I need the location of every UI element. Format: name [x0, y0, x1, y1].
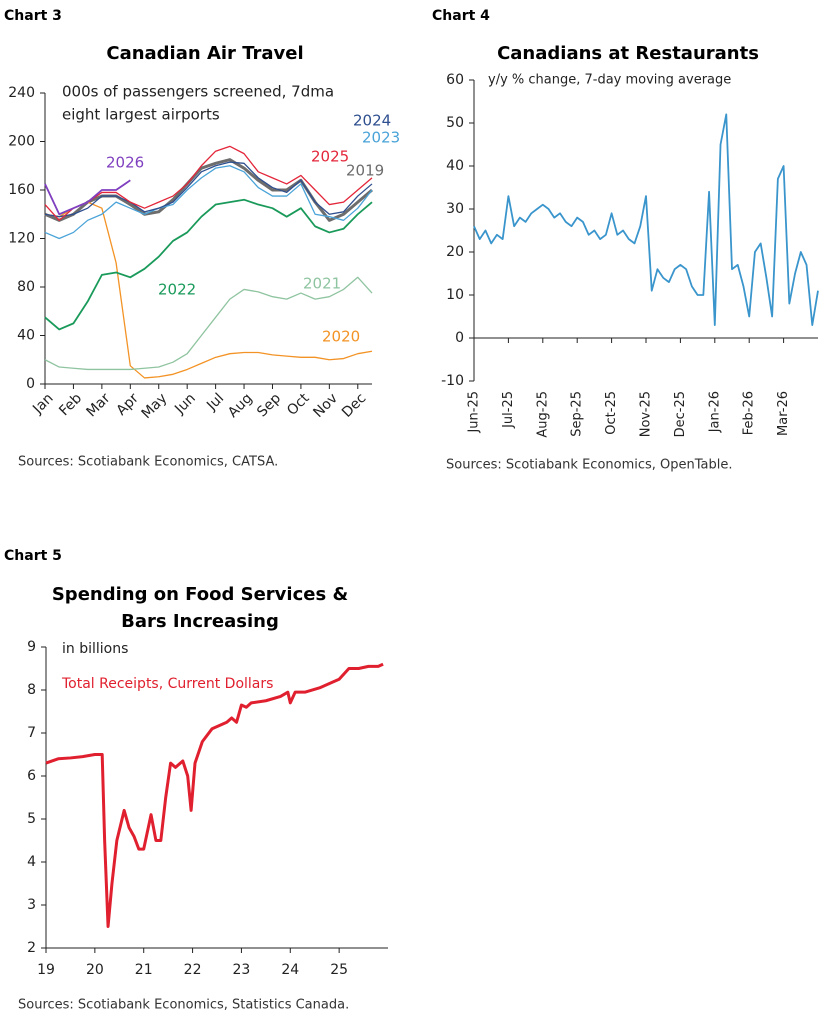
x-tick-label: 24: [281, 962, 299, 978]
y-tick-label: 30: [446, 201, 464, 217]
x-tick-label: Mar-26: [776, 391, 791, 436]
series-line: [44, 158, 373, 222]
x-tick-label: Oct: [284, 390, 313, 419]
x-tick-label: Oct-25: [604, 391, 619, 435]
legend-label: 2020: [322, 328, 360, 346]
chart-title: Bars Increasing: [121, 611, 279, 632]
annotation: Total Receipts, Current Dollars: [61, 676, 273, 692]
x-tick-label: 22: [184, 962, 202, 978]
chart-label: Chart 3: [4, 8, 62, 24]
x-tick-label: Feb-26: [742, 391, 757, 435]
x-tick-label: Nov-25: [639, 391, 654, 437]
y-tick-label: 9: [27, 639, 36, 655]
y-tick-label: -10: [441, 373, 464, 389]
source: Sources: Scotiabank Economics, Statistic…: [18, 998, 349, 1013]
series-line: [44, 161, 373, 218]
y-tick-label: 120: [8, 231, 35, 247]
y-tick-label: 20: [446, 244, 464, 260]
y-tick-label: 50: [446, 115, 464, 131]
x-tick-label: 23: [233, 962, 251, 978]
legend-label: 2024: [353, 112, 391, 130]
series-line: [44, 201, 373, 379]
series-line: [44, 198, 373, 331]
x-tick-label: Sep: [254, 390, 284, 420]
x-tick-label: Dec-25: [673, 391, 688, 437]
series-line: [473, 113, 819, 326]
chart-title: Canadians at Restaurants: [497, 43, 759, 64]
x-tick-label: Jul-25: [501, 391, 516, 429]
series-line: [44, 179, 131, 216]
y-tick-label: 8: [27, 682, 36, 698]
x-tick-label: Feb: [56, 390, 85, 419]
x-tick-label: Jul: [203, 390, 227, 414]
legend-label: 2026: [106, 154, 144, 172]
y-tick-label: 40: [446, 158, 464, 174]
x-tick-label: Sep-25: [570, 391, 585, 437]
annotation: in billions: [62, 641, 128, 657]
series-line: [44, 165, 373, 240]
x-tick-label: 19: [37, 962, 55, 978]
legend-label: 2021: [303, 275, 341, 293]
y-tick-label: 240: [8, 85, 35, 101]
x-tick-label: 20: [86, 962, 104, 978]
y-tick-label: 3: [27, 897, 36, 913]
y-tick-label: 10: [446, 287, 464, 303]
x-tick-label: Nov: [310, 390, 341, 421]
x-tick-label: Jun: [171, 390, 198, 417]
x-tick-label: Dec: [339, 390, 369, 420]
legend-label: 2022: [158, 281, 196, 299]
chart-label: Chart 5: [4, 548, 62, 564]
x-tick-label: Aug: [225, 390, 256, 421]
annotation: eight largest airports: [62, 106, 220, 124]
x-tick-label: May: [139, 390, 171, 422]
y-tick-label: 7: [27, 725, 36, 741]
chart-title: Canadian Air Travel: [106, 43, 303, 64]
y-tick-label: 6: [27, 768, 36, 784]
y-tick-label: 5: [27, 811, 36, 827]
series-line: [44, 145, 373, 221]
x-tick-label: Jan-26: [707, 391, 722, 433]
y-tick-label: 200: [8, 134, 35, 150]
y-tick-label: 60: [446, 72, 464, 88]
y-tick-label: 2: [27, 940, 36, 956]
series-line: [44, 276, 373, 371]
x-tick-label: Apr: [114, 390, 143, 419]
source: Sources: Scotiabank Economics, OpenTable…: [446, 458, 733, 473]
series-line: [45, 662, 384, 928]
legend-label: 2023: [362, 129, 400, 147]
y-tick-label: 160: [8, 182, 35, 198]
legend-label: 2019: [346, 162, 384, 180]
y-tick-label: 4: [27, 854, 36, 870]
y-tick-label: 0: [26, 376, 35, 392]
y-tick-label: 0: [455, 330, 464, 346]
x-tick-label: Aug-25: [535, 391, 550, 438]
chart-title: Spending on Food Services &: [52, 584, 348, 605]
x-tick-label: Jun-25: [467, 391, 482, 434]
source: Sources: Scotiabank Economics, CATSA.: [18, 455, 278, 470]
legend-label: 2025: [311, 148, 349, 166]
x-tick-label: 21: [135, 962, 153, 978]
y-tick-label: 40: [17, 328, 35, 344]
annotation: 000s of passengers screened, 7dma: [62, 83, 334, 101]
x-tick-label: 25: [330, 962, 348, 978]
y-tick-label: 80: [17, 279, 35, 295]
x-tick-label: Jan: [29, 390, 56, 417]
x-tick-label: Mar: [84, 390, 114, 420]
subtitle: y/y % change, 7-day moving average: [488, 73, 731, 88]
chart-label: Chart 4: [432, 8, 490, 24]
